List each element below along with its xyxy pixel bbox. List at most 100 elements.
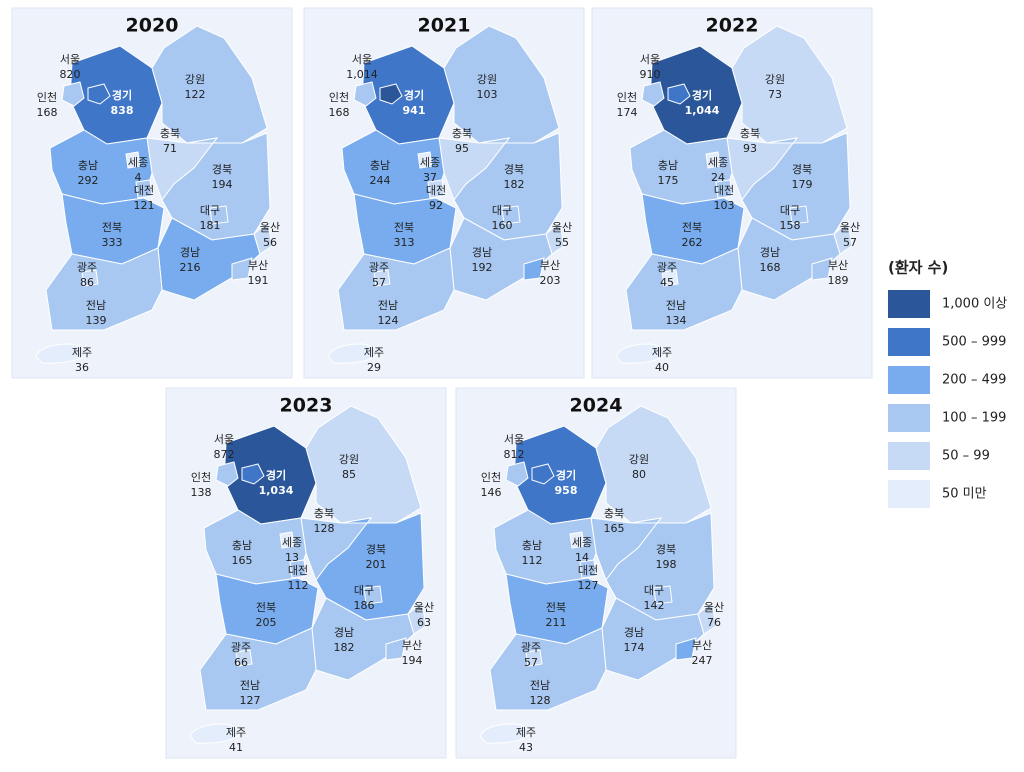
region: [811, 257, 833, 281]
region: [641, 81, 665, 107]
region-value: 127: [578, 579, 599, 592]
region-value: 76: [707, 616, 721, 629]
panel-title: 2023: [280, 395, 333, 417]
region: [199, 627, 317, 711]
region-name: 전남: [666, 299, 686, 312]
region-name: 경남: [624, 626, 644, 639]
region-name: 전남: [86, 299, 106, 312]
region: [289, 559, 307, 579]
region-value: 174: [617, 106, 638, 119]
region-value: 211: [546, 616, 567, 629]
region-name: 대구: [354, 584, 374, 597]
region-value: 181: [200, 219, 221, 232]
region-value: 292: [78, 174, 99, 187]
region: [209, 205, 229, 225]
region-name: 광주: [77, 261, 97, 274]
region-name: 경남: [472, 246, 492, 259]
region-name: 경북: [366, 543, 386, 556]
region-name: 강원: [477, 73, 497, 86]
region-value: 198: [656, 558, 677, 571]
region-value: 872: [214, 448, 235, 461]
region-name: 인천: [191, 470, 211, 484]
region-value: 146: [481, 486, 502, 499]
region: [231, 257, 253, 281]
map-panel: 2022 경기 1,044 강원 73 충북 93 충남 175 경북 179 전북 262 경남 168 전…: [591, 7, 873, 379]
region-name: 경북: [212, 163, 232, 176]
region-value: 158: [780, 219, 801, 232]
map-panel: 2024 경기 958 강원 80 충북 165 충남 112 경북 198 전북 211 경남 174 전남…: [455, 387, 737, 759]
region-value: 95: [455, 142, 469, 155]
region-name: 서울: [60, 53, 80, 66]
region-name: 대구: [200, 204, 220, 217]
region-value: 820: [60, 68, 81, 81]
region-value: 86: [80, 276, 94, 289]
region-value: 71: [163, 142, 177, 155]
region: [417, 151, 433, 169]
region: [661, 269, 679, 287]
region: [731, 25, 848, 144]
region-name: 충남: [370, 159, 390, 172]
region-value: 142: [644, 599, 665, 612]
region-name: 전북: [682, 221, 702, 234]
region-value: 216: [180, 261, 201, 274]
region-name: 경북: [656, 543, 676, 556]
region: [595, 405, 712, 524]
region-value: 205: [256, 616, 277, 629]
region-value: 189: [828, 274, 849, 287]
region-value: 24: [711, 171, 725, 184]
region: [385, 637, 407, 661]
region-name: 경남: [760, 246, 780, 259]
region: [653, 585, 673, 605]
region-value: 194: [402, 654, 423, 667]
region-name: 경남: [180, 246, 200, 259]
region-name: 경기: [556, 468, 576, 482]
legend-title: (환자 수): [888, 259, 948, 277]
region-name: 충북: [160, 127, 180, 140]
region-value: 29: [367, 361, 381, 374]
region-name: 제주: [516, 726, 536, 739]
region-value: 56: [263, 236, 277, 249]
region-name: 광주: [657, 261, 677, 274]
region-value: 57: [524, 656, 538, 669]
region: [531, 463, 555, 485]
region-name: 강원: [339, 453, 359, 466]
region-value: 103: [714, 199, 735, 212]
region-name: 인천: [481, 470, 501, 484]
region: [545, 221, 565, 255]
region-value: 128: [530, 694, 551, 707]
region-value: 262: [682, 236, 703, 249]
region-name: 울산: [704, 601, 724, 614]
region-name: 울산: [260, 221, 280, 234]
region: [479, 723, 530, 744]
region: [189, 723, 240, 744]
region-value: 812: [504, 448, 525, 461]
region: [253, 221, 273, 255]
legend-label: 200 – 499: [942, 373, 1006, 388]
region: [235, 649, 253, 667]
region-name: 대전: [714, 184, 734, 197]
region-value: 57: [372, 276, 386, 289]
region-name: 충남: [232, 539, 252, 552]
panel-title: 2024: [570, 395, 623, 417]
region-value: 85: [342, 468, 356, 481]
region-name: 강원: [629, 453, 649, 466]
region-value: 191: [248, 274, 269, 287]
region-name: 경기: [112, 88, 132, 102]
region-value: 128: [314, 522, 335, 535]
region-name: 충남: [78, 159, 98, 172]
region-name: 충남: [658, 159, 678, 172]
region: [427, 179, 445, 199]
region-value: 124: [378, 314, 399, 327]
region-name: 서울: [214, 433, 234, 446]
region: [61, 81, 85, 107]
region-value: 1,034: [259, 484, 294, 497]
region: [35, 343, 86, 364]
region-name: 대구: [492, 204, 512, 217]
region-value: 66: [234, 656, 248, 669]
region-value: 186: [354, 599, 375, 612]
region: [373, 269, 391, 287]
region-value: 73: [768, 88, 782, 101]
region-value: 139: [86, 314, 107, 327]
region-value: 165: [604, 522, 625, 535]
legend-swatch: [888, 404, 930, 432]
